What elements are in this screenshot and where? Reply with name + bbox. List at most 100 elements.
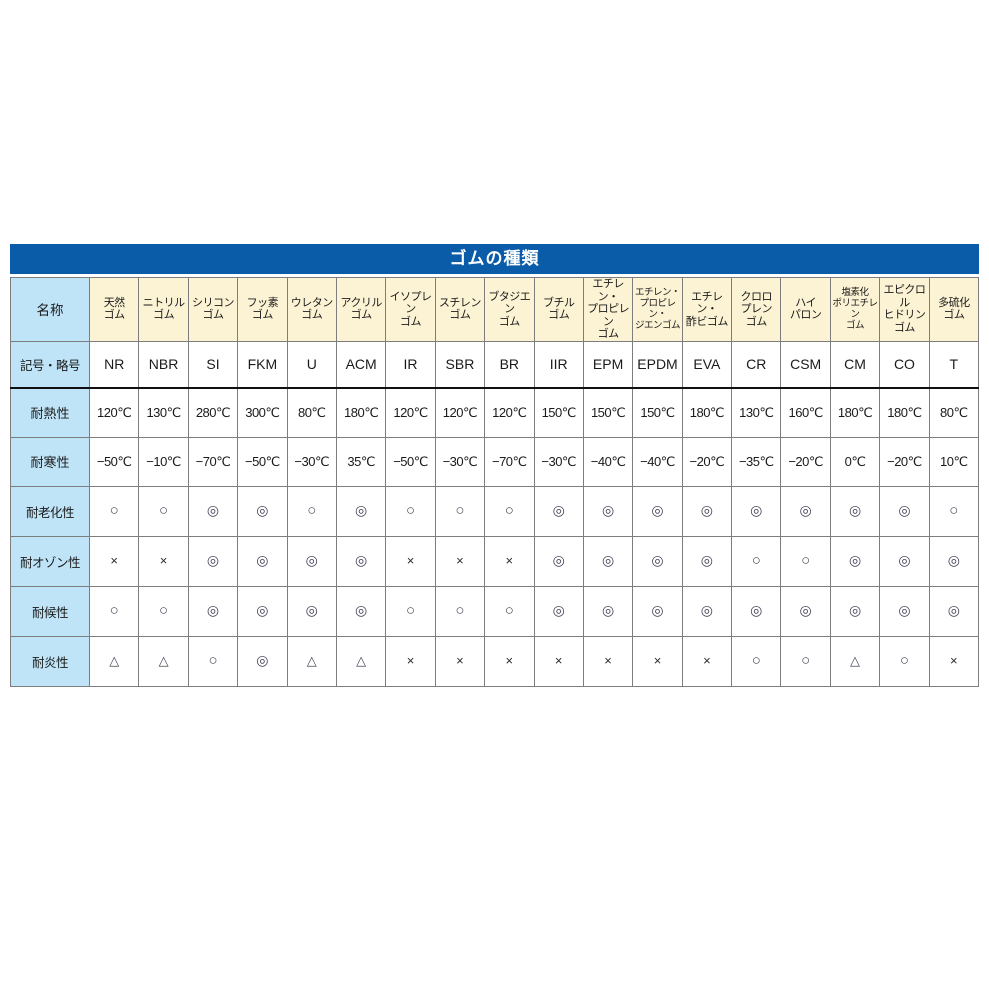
- aging-resistance-cell: ◎: [533, 485, 584, 537]
- rating-symbol: ◎: [700, 552, 713, 568]
- table-row-ozone-resistance: 耐オゾン性 × × ◎ ◎ ◎ ◎ × × × ◎ ◎ ◎ ◎ ○ ○ ◎ ◎ ◎: [10, 535, 980, 587]
- rating-symbol: ×: [653, 653, 662, 668]
- cold-resistance-cell: −30℃: [434, 436, 486, 487]
- material-name-line: ブタジエン: [488, 290, 531, 316]
- material-name-line: ブチル: [542, 296, 575, 309]
- row-header-ozone-resistance: 耐オゾン性: [10, 535, 90, 587]
- cold-resistance-cell: −10℃: [138, 436, 189, 487]
- ozone-resistance-cell: ◎: [582, 535, 634, 587]
- abbreviation-cell: FKM: [237, 340, 288, 389]
- rubber-spec-table-container: ゴムの種類 名称 天然 ゴム ニトリル ゴム シリコン ゴム フッ素 ゴム ウレタン ゴム アクリル…: [10, 244, 980, 687]
- ozone-resistance-cell: ×: [385, 535, 436, 587]
- abbreviation-cell: SBR: [434, 340, 486, 389]
- rating-symbol: ◎: [947, 552, 960, 568]
- material-name-line: ゴム: [745, 315, 768, 328]
- weather-resistance-cell: ○: [385, 585, 436, 637]
- material-name-cell: ウレタン ゴム: [286, 277, 337, 342]
- flame-resistance-cell: △: [138, 635, 189, 687]
- weather-resistance-cell: ◎: [533, 585, 584, 637]
- rating-symbol: ×: [505, 653, 514, 668]
- rating-symbol: ×: [554, 653, 563, 668]
- weather-resistance-cell: ◎: [829, 585, 881, 637]
- aging-resistance-cell: ○: [88, 485, 140, 537]
- material-name-line: ジエンゴム: [634, 320, 681, 332]
- cold-resistance-cell: −40℃: [632, 436, 683, 487]
- abbreviation-cell: CR: [731, 340, 782, 389]
- rating-symbol: ◎: [256, 652, 269, 668]
- row-header-cold-resistance: 耐寒性: [10, 436, 90, 487]
- weather-resistance-cell: ○: [484, 585, 535, 637]
- abbreviation-cell: CM: [829, 340, 881, 389]
- table-row-abbreviation: 記号・略号 NR NBR SI FKM U ACM IR SBR BR IIR EPM EPDM EVA…: [10, 340, 980, 389]
- cold-resistance-cell: −30℃: [286, 436, 337, 487]
- weather-resistance-cell: ○: [434, 585, 486, 637]
- aging-resistance-cell: ○: [385, 485, 436, 537]
- aging-resistance-cell: ◎: [582, 485, 634, 537]
- rating-symbol: ◎: [206, 552, 220, 568]
- weather-resistance-cell: ◎: [237, 585, 288, 637]
- material-name-cell: エチレン・ プロピレン・ ジエンゴム: [632, 277, 683, 342]
- heat-resistance-cell: 180℃: [829, 387, 881, 438]
- material-name-line: 塩素化: [841, 287, 870, 299]
- ozone-resistance-cell: ◎: [187, 535, 239, 587]
- cold-resistance-cell: 10℃: [928, 436, 980, 487]
- rating-symbol: ○: [109, 602, 119, 619]
- aging-resistance-cell: ○: [484, 485, 535, 537]
- flame-resistance-cell: ×: [434, 635, 486, 687]
- aging-resistance-cell: ◎: [632, 485, 683, 537]
- material-name-line: ニトリル: [142, 296, 186, 309]
- heat-resistance-cell: 160℃: [780, 387, 831, 438]
- abbreviation-cell: NBR: [138, 340, 189, 389]
- rating-symbol: ◎: [898, 552, 911, 568]
- rating-symbol: ×: [406, 553, 415, 568]
- rating-symbol: ◎: [305, 552, 318, 568]
- rating-symbol: ○: [899, 652, 909, 669]
- rating-symbol: ◎: [601, 552, 615, 568]
- abbreviation-cell: U: [286, 340, 337, 389]
- material-name-line: 多硫化: [938, 296, 970, 309]
- abbreviation-cell: BR: [484, 340, 535, 389]
- aging-resistance-cell: ◎: [879, 485, 930, 537]
- weather-resistance-cell: ◎: [681, 585, 733, 637]
- cold-resistance-cell: −35℃: [731, 436, 782, 487]
- aging-resistance-cell: ◎: [731, 485, 782, 537]
- rating-symbol: ×: [110, 553, 118, 568]
- material-name-line: ゴム: [449, 309, 471, 322]
- abbreviation-cell: EVA: [681, 340, 733, 389]
- flame-resistance-cell: ×: [928, 635, 980, 687]
- material-name-line: フッ素: [246, 296, 279, 309]
- rating-symbol: ×: [505, 553, 514, 568]
- row-header-abbreviation: 記号・略号: [10, 340, 90, 389]
- abbreviation-cell: CSM: [780, 340, 831, 389]
- material-name-cell: 天然 ゴム: [88, 277, 140, 342]
- heat-resistance-cell: 120℃: [434, 387, 486, 438]
- weather-resistance-cell: ◎: [187, 585, 239, 637]
- material-name-cell: フッ素 ゴム: [237, 277, 288, 342]
- heat-resistance-cell: 120℃: [484, 387, 535, 438]
- material-name-cell: ハイ パロン: [780, 277, 831, 342]
- rating-symbol: ◎: [552, 502, 565, 518]
- rating-symbol: ○: [801, 652, 811, 669]
- material-name-line: ゴム: [400, 315, 422, 328]
- aging-resistance-cell: ◎: [780, 485, 831, 537]
- rating-symbol: ◎: [355, 602, 368, 618]
- abbreviation-cell: T: [928, 340, 980, 389]
- material-name-line: クロロ: [740, 290, 773, 303]
- table-title-bar: ゴムの種類: [10, 244, 979, 274]
- rating-symbol: ○: [504, 502, 514, 519]
- flame-resistance-cell: ×: [385, 635, 436, 687]
- rating-symbol: ◎: [256, 502, 269, 518]
- rating-symbol: ◎: [206, 502, 220, 518]
- flame-resistance-cell: ×: [681, 635, 733, 687]
- rating-symbol: ◎: [305, 602, 318, 618]
- heat-resistance-cell: 150℃: [632, 387, 683, 438]
- rating-symbol: ○: [455, 602, 465, 619]
- heat-resistance-cell: 80℃: [928, 387, 980, 438]
- material-name-line: プロピレン: [587, 303, 630, 328]
- abbreviation-cell: NR: [88, 340, 140, 389]
- material-name-line: エピクロル: [883, 284, 926, 309]
- weather-resistance-cell: ◎: [632, 585, 683, 637]
- table-row-material-name: 名称 天然 ゴム ニトリル ゴム シリコン ゴム フッ素 ゴム ウレタン ゴム アクリル ゴム イソプレ…: [10, 277, 980, 342]
- flame-resistance-cell: ×: [484, 635, 535, 687]
- rating-symbol: ×: [703, 653, 711, 668]
